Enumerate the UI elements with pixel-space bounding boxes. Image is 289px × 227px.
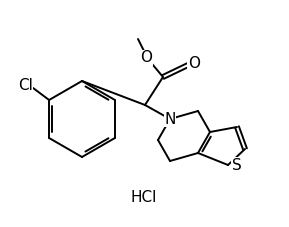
Text: O: O (140, 50, 152, 66)
Text: N: N (164, 111, 176, 126)
Text: Cl: Cl (18, 79, 33, 94)
Text: HCl: HCl (131, 190, 157, 205)
Text: S: S (232, 158, 242, 173)
Text: O: O (188, 57, 200, 72)
